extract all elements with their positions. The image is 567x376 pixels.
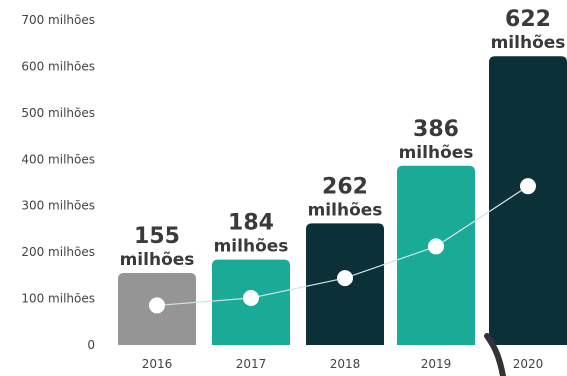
value-label-number: 386 bbox=[413, 117, 459, 142]
value-label-unit: milhões bbox=[399, 143, 474, 163]
point-marker-2020 bbox=[520, 178, 536, 195]
y-axis: 0 100 milhões 200 milhões 300 milhões 400 mi… bbox=[21, 13, 95, 352]
y-tick-label: 200 milhões bbox=[21, 245, 95, 259]
y-tick-label: 700 milhões bbox=[21, 13, 95, 27]
y-tick-label: 300 milhões bbox=[21, 199, 95, 213]
value-label-unit: milhões bbox=[214, 237, 289, 257]
x-tick-label: 2017 bbox=[236, 357, 267, 371]
x-tick-label: 2020 bbox=[513, 357, 544, 371]
x-tick-label: 2019 bbox=[421, 357, 452, 371]
y-tick-label: 600 milhões bbox=[21, 59, 95, 73]
value-label-number: 622 bbox=[505, 7, 551, 32]
x-tick-label: 2018 bbox=[330, 357, 361, 371]
point-marker-2017 bbox=[243, 290, 259, 307]
y-tick-label: 0 bbox=[87, 338, 95, 352]
swoosh-decoration bbox=[484, 333, 506, 376]
value-label-number: 262 bbox=[322, 174, 368, 199]
y-tick-label: 100 milhões bbox=[21, 292, 95, 306]
y-tick-label: 400 milhões bbox=[21, 152, 95, 166]
value-label-unit: milhões bbox=[308, 200, 383, 220]
trend-line-group bbox=[149, 178, 536, 314]
x-axis: 2016 2017 2018 2019 2020 bbox=[142, 357, 544, 371]
y-tick-label: 500 milhões bbox=[21, 106, 95, 120]
point-marker-2016 bbox=[149, 297, 165, 314]
value-label-unit: milhões bbox=[120, 250, 195, 270]
bars bbox=[118, 56, 567, 345]
x-tick-label: 2016 bbox=[142, 357, 173, 371]
point-marker-2019 bbox=[428, 238, 444, 255]
point-marker-2018 bbox=[337, 270, 353, 287]
bar-2019 bbox=[397, 165, 475, 345]
value-label-unit: milhões bbox=[491, 33, 566, 53]
value-label-number: 155 bbox=[134, 224, 180, 249]
value-label-number: 184 bbox=[228, 211, 274, 236]
bar-2020 bbox=[489, 56, 567, 345]
